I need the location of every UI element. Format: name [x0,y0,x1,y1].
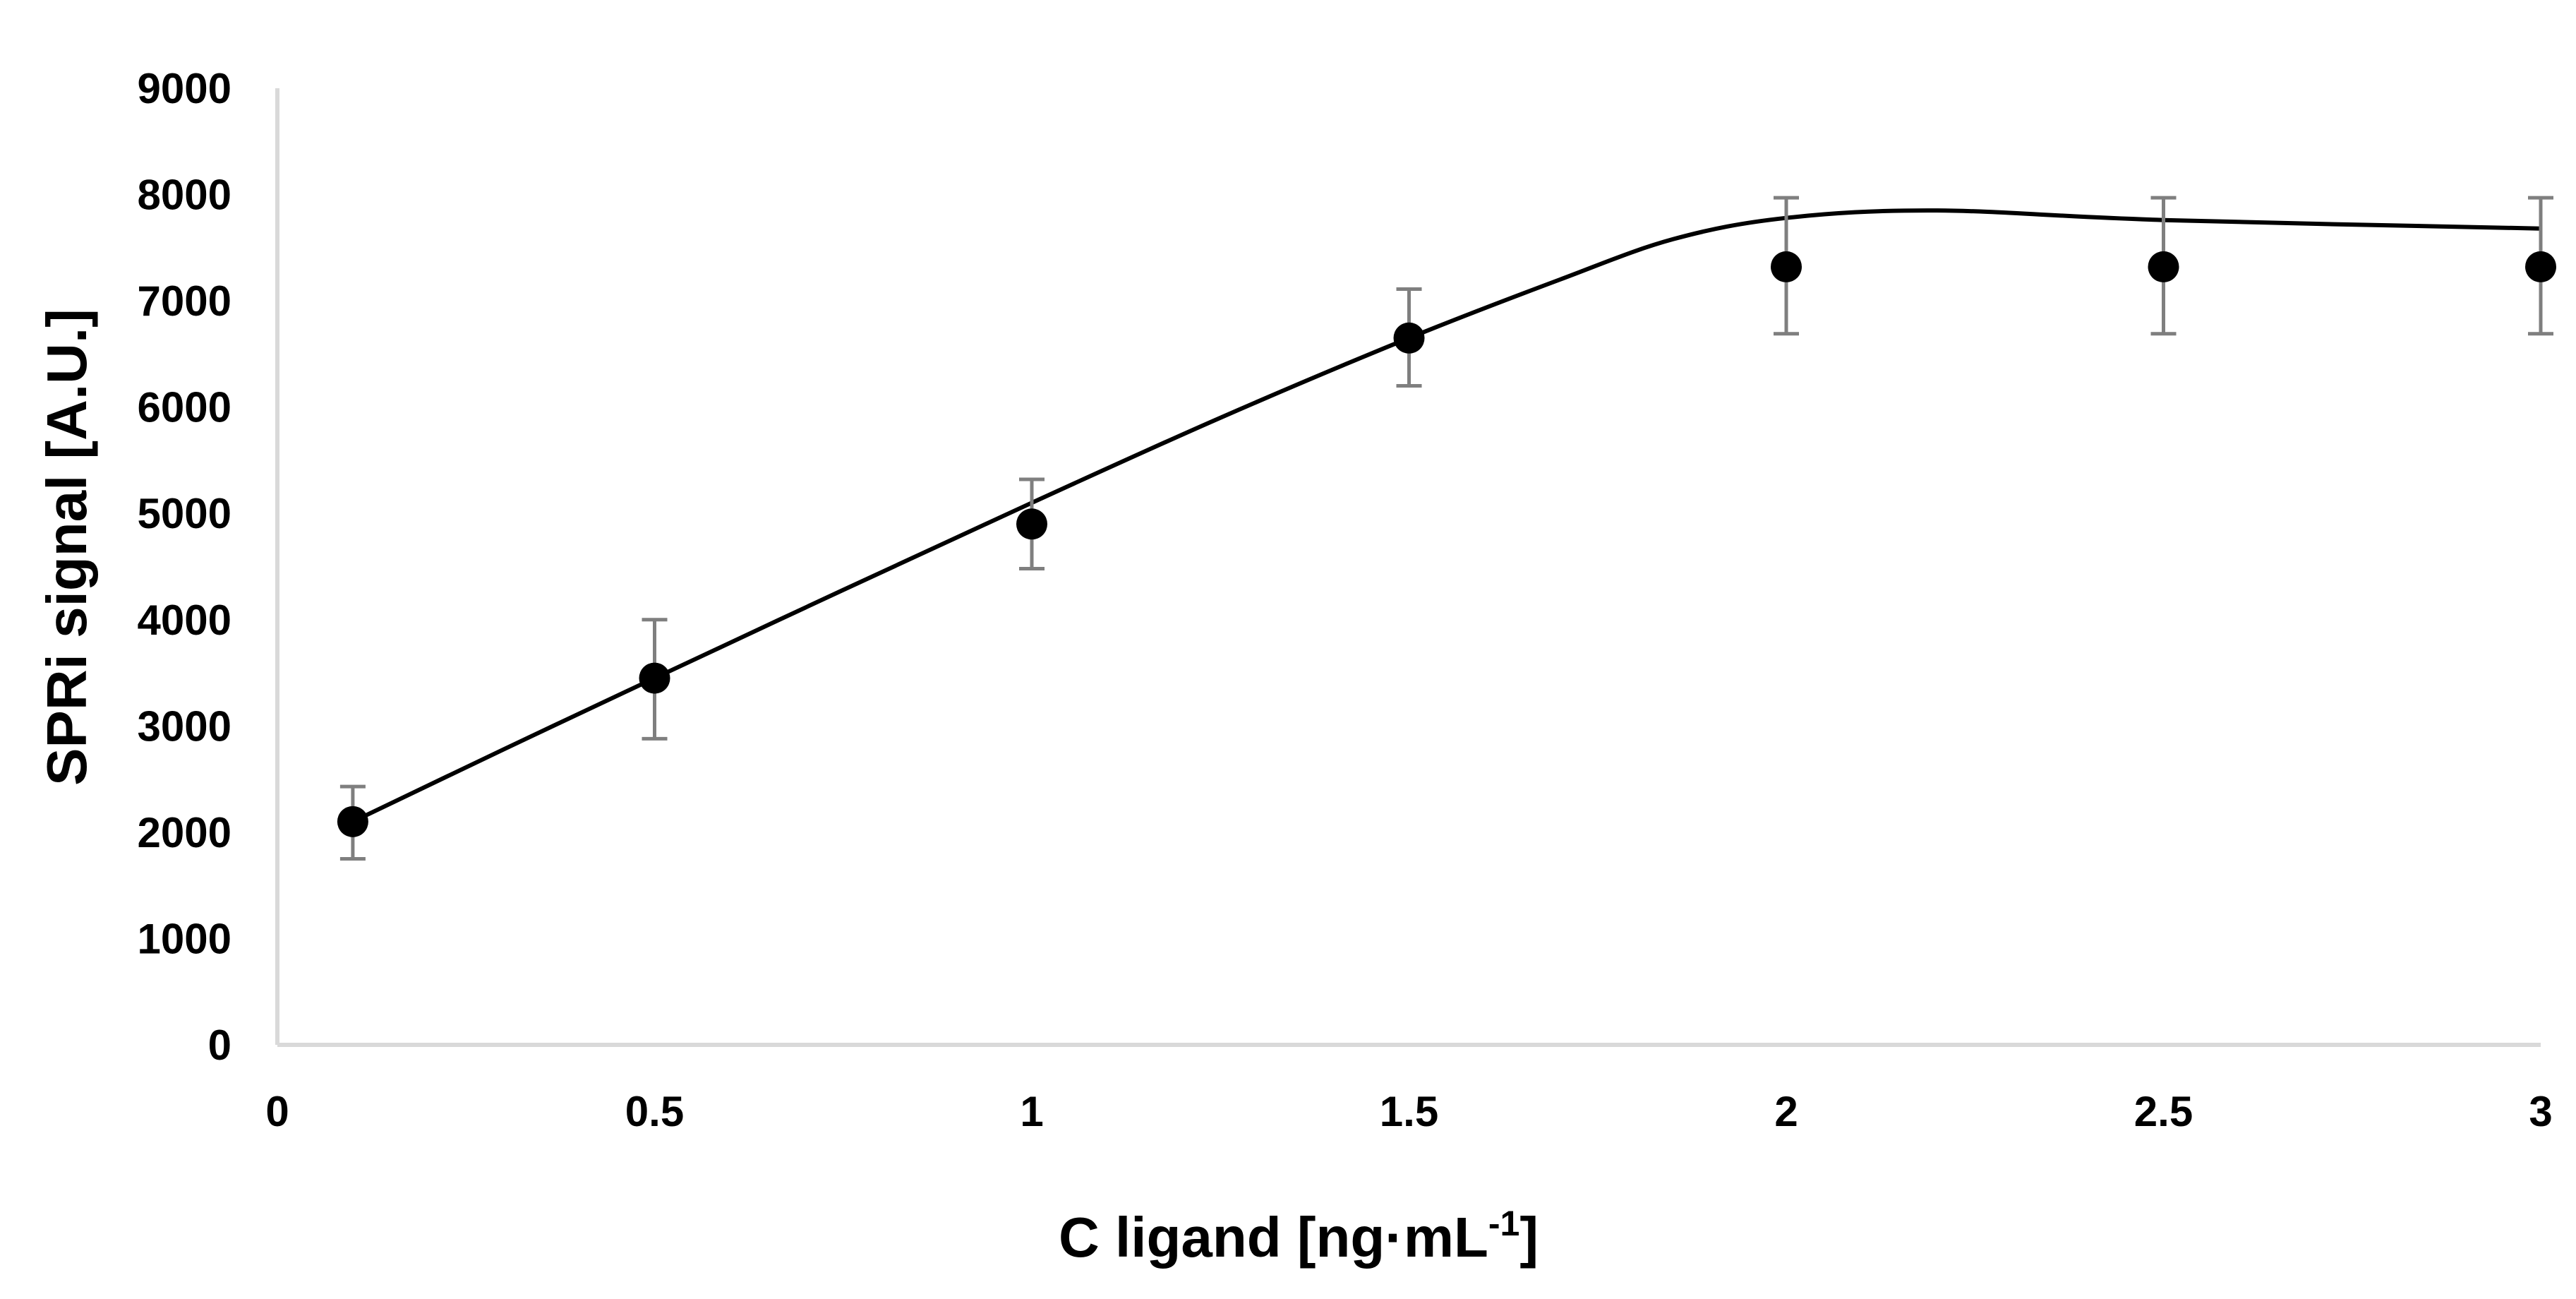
y-tick-label: 8000 [138,172,231,219]
data-point-layer [337,251,2556,837]
y-tick-label: 9000 [138,65,231,112]
x-tick-labels: 0 0.5 1 1.5 2 2.5 3 [265,1088,2552,1135]
x-tick-label: 0 [265,1088,289,1135]
y-tick-label: 0 [208,1022,231,1069]
axes [275,88,2541,1047]
x-tick-label: 2.5 [2134,1088,2193,1135]
y-tick-label: 4000 [138,597,231,644]
data-point [1016,508,1047,540]
fit-curve-layer [351,208,2541,824]
data-point [2525,251,2556,282]
x-axis-title: C ligand [ng·mL-1] [1059,1204,1539,1269]
data-point [337,806,368,837]
y-tick-label: 2000 [138,809,231,856]
y-tick-label: 5000 [138,490,231,537]
data-point [1393,322,1425,354]
x-axis-title-superscript: -1 [1488,1204,1519,1243]
x-tick-label: 3 [2529,1088,2552,1135]
x-tick-label: 1 [1020,1088,1043,1135]
y-tick-label: 3000 [138,702,231,750]
error-bar-layer [339,196,2553,861]
fit-curve-line [351,208,2541,824]
x-axis-title-tail: ] [1519,1206,1539,1269]
x-tick-label: 2 [1774,1088,1798,1135]
y-tick-label: 1000 [138,915,231,962]
data-point [639,662,670,694]
y-tick-labels: 0 1000 2000 3000 4000 5000 6000 7000 8000 9000 [138,65,231,1069]
x-tick-label: 0.5 [625,1088,684,1135]
y-tick-label: 7000 [138,277,231,325]
data-point [2148,251,2179,282]
x-tick-label: 1.5 [1380,1088,1438,1135]
y-axis-title: SPRi signal [A.U.] [35,309,98,786]
data-point [1771,251,1802,282]
y-tick-label: 6000 [138,384,231,431]
